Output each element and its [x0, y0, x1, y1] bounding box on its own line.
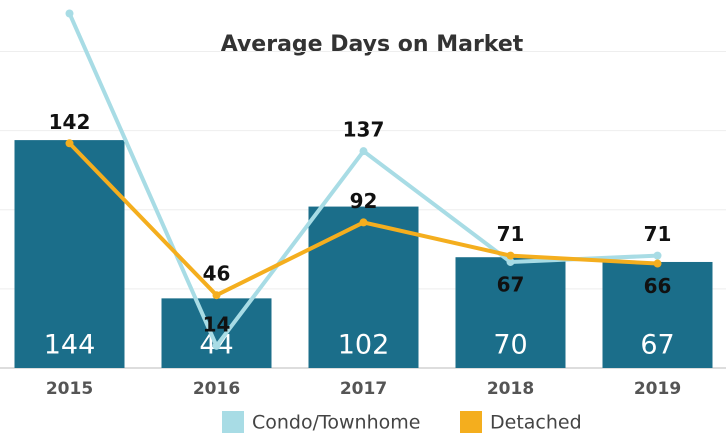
- line-value-label: 14: [203, 312, 231, 336]
- line-point: [653, 251, 662, 260]
- bar-value-label: 144: [44, 330, 96, 361]
- bar: [602, 261, 713, 368]
- bar: [455, 257, 566, 368]
- bar: [161, 298, 272, 368]
- x-tick-label: 2015: [46, 379, 93, 399]
- x-tick-label: 2019: [634, 379, 681, 399]
- line-value-label: 224: [49, 0, 91, 4]
- x-tick-label: 2017: [340, 379, 387, 399]
- bar-value-label: 102: [338, 330, 390, 361]
- legend-swatch: [460, 411, 482, 433]
- bar-value-label: 70: [493, 330, 527, 361]
- line-point: [506, 257, 515, 266]
- line-value-label: 71: [497, 222, 525, 246]
- line-point: [359, 218, 368, 227]
- line-point: [212, 291, 221, 300]
- legend-label: Condo/Townhome: [252, 412, 420, 434]
- x-tick-label: 2018: [487, 379, 534, 399]
- line-point: [653, 259, 662, 268]
- legend-label: Detached: [490, 412, 582, 434]
- line-point: [506, 251, 515, 260]
- bar: [14, 140, 125, 368]
- line-value-label: 71: [644, 222, 672, 246]
- bar: [308, 206, 419, 368]
- line-point: [65, 9, 74, 18]
- x-tick-label: 2016: [193, 379, 240, 399]
- line-value-label: 137: [343, 118, 385, 142]
- line-point: [212, 341, 221, 350]
- line-value-label: 46: [203, 262, 231, 286]
- legend-swatch: [222, 411, 244, 433]
- line-value-label: 142: [49, 110, 91, 134]
- line-value-label: 66: [644, 274, 672, 298]
- chart-title: Average Days on Market: [221, 32, 524, 57]
- bar-value-label: 67: [640, 330, 674, 361]
- line-point: [359, 147, 368, 156]
- line-point: [65, 139, 74, 148]
- line-value-label: 92: [350, 189, 378, 213]
- line-value-label: 67: [497, 272, 525, 296]
